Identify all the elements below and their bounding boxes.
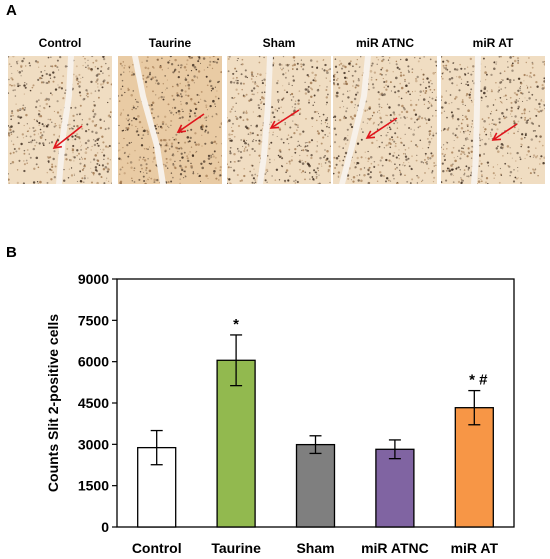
micrograph-label-mir-at: miR AT <box>472 36 514 50</box>
red-arrow-head <box>491 132 502 141</box>
micrograph-label-control: Control <box>38 36 82 50</box>
micrograph-label-taurine: Taurine <box>148 36 192 50</box>
red-arrow-head <box>176 124 187 133</box>
bar <box>295 443 336 528</box>
red-arrow-shaft <box>366 117 398 139</box>
micrograph-label-sham: Sham <box>262 36 296 50</box>
red-arrow-shaft <box>270 109 300 129</box>
micrograph-image <box>441 56 545 184</box>
micrograph-image <box>227 56 331 184</box>
y-tick-label: 3000 <box>78 436 109 452</box>
red-arrow-head <box>52 140 63 150</box>
micrograph-sham <box>227 56 331 184</box>
significance-marker: * # <box>469 372 488 389</box>
panel-letter-a: A <box>6 2 17 19</box>
micrograph-taurine <box>118 56 222 184</box>
tissue-cleft <box>132 56 166 184</box>
bar <box>375 448 415 528</box>
red-arrow-shaft <box>177 113 205 133</box>
panel-letter-b: B <box>6 244 17 261</box>
y-axis-label: Counts Slit 2-positive cells <box>45 314 61 492</box>
significance-marker: * <box>233 316 239 333</box>
x-tick-label: Sham <box>296 540 334 556</box>
x-tick-label: miR ATNC <box>361 540 429 556</box>
micrograph-image <box>333 56 437 184</box>
y-tick-label: 0 <box>101 519 109 535</box>
red-arrow-head <box>269 120 280 129</box>
y-tick-label: 1500 <box>78 478 109 494</box>
red-arrow-head <box>365 130 376 139</box>
red-arrow-shaft <box>53 125 83 149</box>
micrograph-image <box>118 56 222 184</box>
tissue-cleft <box>471 56 481 184</box>
y-tick-label: 7500 <box>78 312 109 328</box>
red-arrow-shaft <box>492 123 518 141</box>
micrograph-label-mir-atnc: miR ATNC <box>356 36 414 50</box>
micrograph-control <box>8 56 112 184</box>
x-tick-label: miR AT <box>451 540 499 556</box>
x-tick-label: Control <box>132 540 182 556</box>
y-tick-label: 4500 <box>78 395 109 411</box>
tissue-cleft <box>56 56 74 184</box>
x-tick-label: Taurine <box>211 540 261 556</box>
y-tick-label: 6000 <box>78 354 109 370</box>
y-tick-label: 9000 <box>78 271 109 287</box>
micrograph-mir-atnc <box>333 56 437 184</box>
micrograph-mir-at <box>441 56 545 184</box>
bar <box>454 407 494 528</box>
tissue-cleft <box>339 56 371 184</box>
micrograph-image <box>8 56 112 184</box>
tissue-cleft <box>257 56 273 184</box>
